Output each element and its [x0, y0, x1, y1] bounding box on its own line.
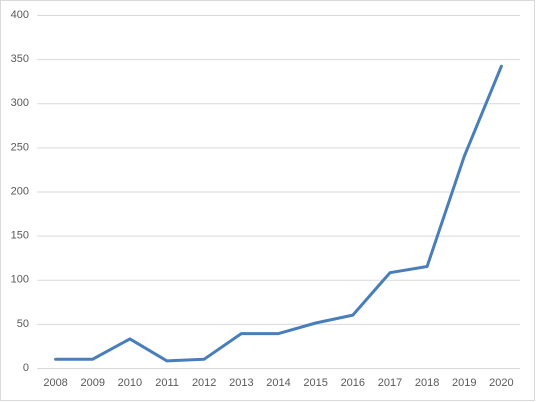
y-tick-label: 400 [11, 9, 29, 21]
x-tick-label: 2016 [341, 377, 365, 389]
x-tick-label: 2019 [452, 377, 476, 389]
y-tick-label: 100 [11, 274, 29, 286]
y-tick-label: 250 [11, 141, 29, 153]
y-tick-label: 50 [17, 318, 29, 330]
x-tick-label: 2020 [489, 377, 513, 389]
y-tick-label: 300 [11, 97, 29, 109]
x-tick-label: 2017 [378, 377, 402, 389]
x-tick-label: 2014 [266, 377, 290, 389]
x-tick-label: 2009 [80, 377, 104, 389]
data-line [54, 64, 503, 363]
x-tick-label: 2010 [118, 377, 142, 389]
x-tick-label: 2008 [43, 377, 67, 389]
x-tick-label: 2012 [192, 377, 216, 389]
y-tick-label: 350 [11, 53, 29, 65]
x-tick-label: 2015 [303, 377, 327, 389]
y-tick-label: 200 [11, 185, 29, 197]
x-tick-label: 2011 [155, 377, 179, 389]
x-tick-label: 2018 [415, 377, 439, 389]
y-tick-label: 0 [23, 362, 29, 374]
x-tick-label: 2013 [229, 377, 253, 389]
y-tick-label: 150 [11, 230, 29, 242]
